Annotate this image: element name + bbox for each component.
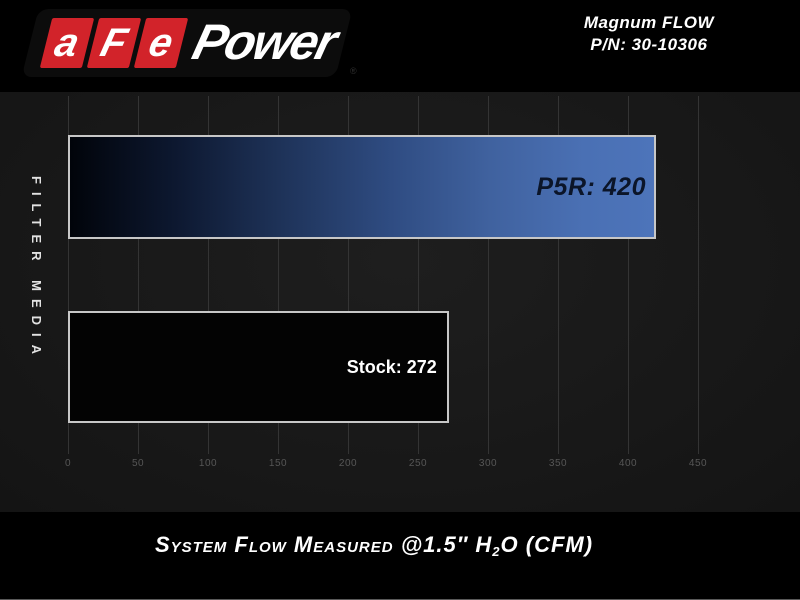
logo-letter-block-a: a (39, 18, 95, 68)
x-tick-label: 350 (548, 458, 568, 469)
bar-p5r: P5R: 420 (68, 135, 656, 239)
x-tick-label: 50 (131, 458, 145, 469)
header: a F e Power ® Magnum FLOW P/N: 30-10306 (0, 0, 800, 92)
registered-trademark-icon: ® (350, 66, 357, 76)
x-tick-label: 100 (198, 458, 218, 469)
product-line-name: Magnum FLOW (583, 13, 714, 32)
bar-stock: Stock: 272 (68, 311, 449, 423)
chart-title-post: O (CFM) (500, 532, 594, 557)
x-tick-label: 450 (688, 458, 708, 469)
part-number: P/N: 30-10306 (590, 35, 708, 54)
gridline (488, 96, 489, 454)
gridline (698, 96, 699, 454)
footer: System Flow Measured @1.5″ H2O (CFM) (0, 512, 800, 600)
gridline (348, 96, 349, 454)
product-info: Magnum FLOW P/N: 30-10306 (584, 12, 714, 56)
chart-title-subscript: 2 (492, 544, 501, 559)
x-tick-label: 400 (618, 458, 638, 469)
gridline (628, 96, 629, 454)
x-tick-label: 0 (64, 458, 72, 469)
plot-area: P5R: 420 Stock: 272 FILTER MEDIA 0 50 100 1… (0, 92, 800, 512)
x-tick-label: 300 (478, 458, 498, 469)
logo-word-power: Power (187, 13, 342, 70)
bar-stock-value-label: Stock: 272 (346, 356, 437, 377)
gridline (278, 96, 279, 454)
afe-power-logo: a F e Power (21, 9, 353, 77)
chart-title-pre: System Flow Measured @1.5″ H (154, 532, 493, 557)
x-tick-label: 200 (338, 458, 358, 469)
logo-letter-block-f: F (86, 18, 142, 68)
gridline (558, 96, 559, 454)
logo-letter-block-e: e (133, 18, 189, 68)
bar-p5r-value-label: P5R: 420 (536, 172, 646, 201)
x-tick-label: 250 (408, 458, 428, 469)
gridline (138, 96, 139, 454)
x-tick-label: 150 (268, 458, 288, 469)
chart-title: System Flow Measured @1.5″ H2O (CFM) (0, 532, 774, 559)
gridline (68, 96, 69, 454)
gridline (418, 96, 419, 454)
gridline (208, 96, 209, 454)
y-axis-label: FILTER MEDIA (29, 176, 44, 363)
